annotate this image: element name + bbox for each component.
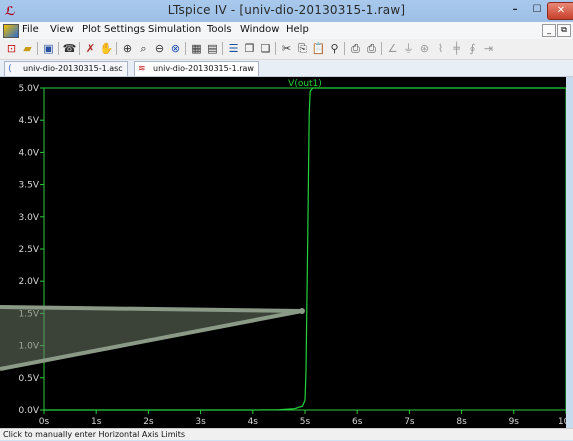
cut-icon[interactable]: ✂	[281, 42, 292, 55]
tile-horizontal-icon[interactable]: ☰	[228, 42, 239, 55]
add-trace-icon[interactable]: ▤	[207, 42, 218, 55]
label-net-icon[interactable]: ⊛	[419, 42, 430, 55]
trace-label-v-out1[interactable]: V(out1)	[288, 79, 322, 89]
save-icon[interactable]: ▣	[43, 42, 54, 55]
copy-icon[interactable]: ⎘	[298, 42, 307, 55]
toolbar-separator	[185, 42, 186, 55]
x-tick-label[interactable]: 2s	[143, 417, 154, 427]
print-icon[interactable]: ⎙	[367, 42, 376, 55]
waveform-plot-pane[interactable]: 0.0V0.5V1.0V1.5V2.0V2.5V3.0V3.5V4.0V4.5V…	[0, 77, 573, 428]
waveform-icon: ≋	[138, 64, 146, 74]
x-tick-label[interactable]: 6s	[352, 417, 363, 427]
y-tick-label[interactable]: 3.5V	[19, 181, 40, 191]
y-tick-label[interactable]: 0.5V	[19, 374, 40, 384]
mdi-minimize-icon[interactable]: _	[542, 24, 556, 37]
halt-icon[interactable]: ✋	[99, 42, 114, 55]
right-edge-background	[566, 77, 573, 428]
tab-waveform[interactable]: ≋ univ-dio-20130315-1.raw	[134, 61, 259, 76]
zoom-out-icon[interactable]: ⊖	[154, 42, 165, 55]
x-tick-label[interactable]: 0s	[39, 417, 50, 427]
toolbar: ⊡ ▰ ▣ ☎ ✗ ✋ ⊕ ⌕ ⊖ ⊗ ▦ ▤ ☰ ❐ ❏ ✂ ⎘ 📋 ⚲ ⎙ …	[0, 39, 573, 60]
menu-file[interactable]: File	[22, 24, 39, 35]
menu-window[interactable]: Window	[240, 24, 280, 35]
diode-icon[interactable]: ⇥	[483, 42, 494, 55]
open-folder-icon[interactable]: ▰	[23, 42, 32, 55]
tab-schematic[interactable]: ⟨ univ-dio-20130315-1.asc	[4, 61, 128, 76]
toolbar-separator	[344, 42, 345, 55]
new-schematic-icon[interactable]: ⊡	[6, 42, 17, 55]
schematic-icon: ⟨	[8, 64, 12, 74]
wire-icon[interactable]: ∠	[387, 42, 398, 55]
toolbar-separator	[37, 42, 38, 55]
menu-simulation[interactable]: Simulation	[148, 24, 202, 35]
toolbar-separator	[79, 42, 80, 55]
x-tick-label[interactable]: 10s	[558, 417, 573, 427]
zoom-fit-icon[interactable]: ⊗	[170, 42, 181, 55]
pan-icon[interactable]: ⌕	[140, 42, 147, 55]
toolbar-separator	[116, 42, 117, 55]
plot-axes	[43, 87, 567, 411]
toolbar-separator	[58, 42, 59, 55]
y-tick-label[interactable]: 4.5V	[19, 116, 40, 126]
tab-waveform-label: univ-dio-20130315-1.raw	[153, 64, 254, 73]
menu-bar: File View Plot Settings Simulation Tools…	[0, 22, 573, 40]
status-bar: Click to manually enter Horizontal Axis …	[0, 428, 573, 440]
mdi-restore-icon[interactable]: ⧉	[557, 24, 571, 37]
menu-plot-settings[interactable]: Plot Settings	[82, 24, 146, 35]
maximize-button[interactable]: ☐	[532, 4, 542, 15]
window-title: LTspice IV - [univ-dio-20130315-1.raw]	[167, 3, 406, 17]
minimize-button[interactable]: –	[512, 4, 518, 15]
x-tick-label[interactable]: 5s	[300, 417, 311, 427]
x-tick-label[interactable]: 4s	[248, 417, 259, 427]
ground-icon[interactable]: ⏚	[403, 42, 414, 55]
trace-v-out1[interactable]	[44, 87, 566, 411]
toolbar-separator	[275, 42, 276, 55]
y-tick-label[interactable]: 5.0V	[19, 84, 40, 94]
menu-view[interactable]: View	[50, 24, 74, 35]
callout-edge-bottom	[0, 309, 303, 371]
inductor-icon[interactable]: ∮	[469, 42, 476, 55]
y-tick-label[interactable]: 0.0V	[19, 406, 40, 416]
find-icon[interactable]: ⚲	[330, 42, 339, 55]
document-waveform-icon[interactable]	[3, 24, 19, 38]
cascade-icon[interactable]: ❐	[244, 42, 255, 55]
zoom-in-icon[interactable]: ⊕	[122, 42, 133, 55]
title-bar[interactable]: ℒ LTspice IV - [univ-dio-20130315-1.raw]…	[0, 0, 573, 22]
waveform-chart[interactable]: 0.0V0.5V1.0V1.5V2.0V2.5V3.0V3.5V4.0V4.5V…	[0, 77, 573, 428]
x-tick-label[interactable]: 7s	[404, 417, 415, 427]
menu-tools[interactable]: Tools	[207, 24, 232, 35]
toolbar-separator	[381, 42, 382, 55]
y-tick-label[interactable]: 4.0V	[19, 148, 40, 158]
x-tick-label[interactable]: 3s	[195, 417, 206, 427]
callout-tip	[299, 308, 305, 314]
y-tick-label[interactable]: 3.0V	[19, 213, 40, 223]
x-axis-ticks[interactable]: 0s 1s 2s 3s 4s 5s 6s 7s 8s 9s 10s	[39, 410, 573, 427]
y-tick-label[interactable]: 2.0V	[19, 277, 40, 287]
menu-help[interactable]: Help	[286, 24, 309, 35]
control-panel-icon[interactable]: ☎	[62, 42, 77, 55]
tab-schematic-label: univ-dio-20130315-1.asc	[23, 64, 123, 73]
ltspice-app-icon[interactable]: ℒ	[5, 4, 16, 18]
print-preview-icon[interactable]: ⎙	[351, 42, 360, 55]
close-button[interactable]: ✕	[547, 2, 573, 20]
y-tick-label[interactable]: 2.5V	[19, 245, 40, 255]
status-text: Click to manually enter Horizontal Axis …	[3, 430, 186, 439]
callout-edge-top	[0, 305, 303, 313]
x-tick-label[interactable]: 9s	[509, 417, 520, 427]
tile-vertical-icon[interactable]: ❏	[260, 42, 271, 55]
x-tick-label[interactable]: 8s	[456, 417, 467, 427]
plot-frame	[43, 87, 567, 411]
autorange-icon[interactable]: ▦	[191, 42, 202, 55]
capacitor-icon[interactable]: ╪	[453, 42, 460, 55]
run-icon[interactable]: ✗	[85, 42, 96, 55]
document-tab-bar: ⟨ univ-dio-20130315-1.asc ≋ univ-dio-201…	[0, 60, 573, 77]
x-tick-label[interactable]: 1s	[91, 417, 102, 427]
toolbar-separator	[222, 42, 223, 55]
paste-icon[interactable]: 📋	[311, 42, 326, 55]
resistor-icon[interactable]: ⌇	[437, 42, 444, 55]
